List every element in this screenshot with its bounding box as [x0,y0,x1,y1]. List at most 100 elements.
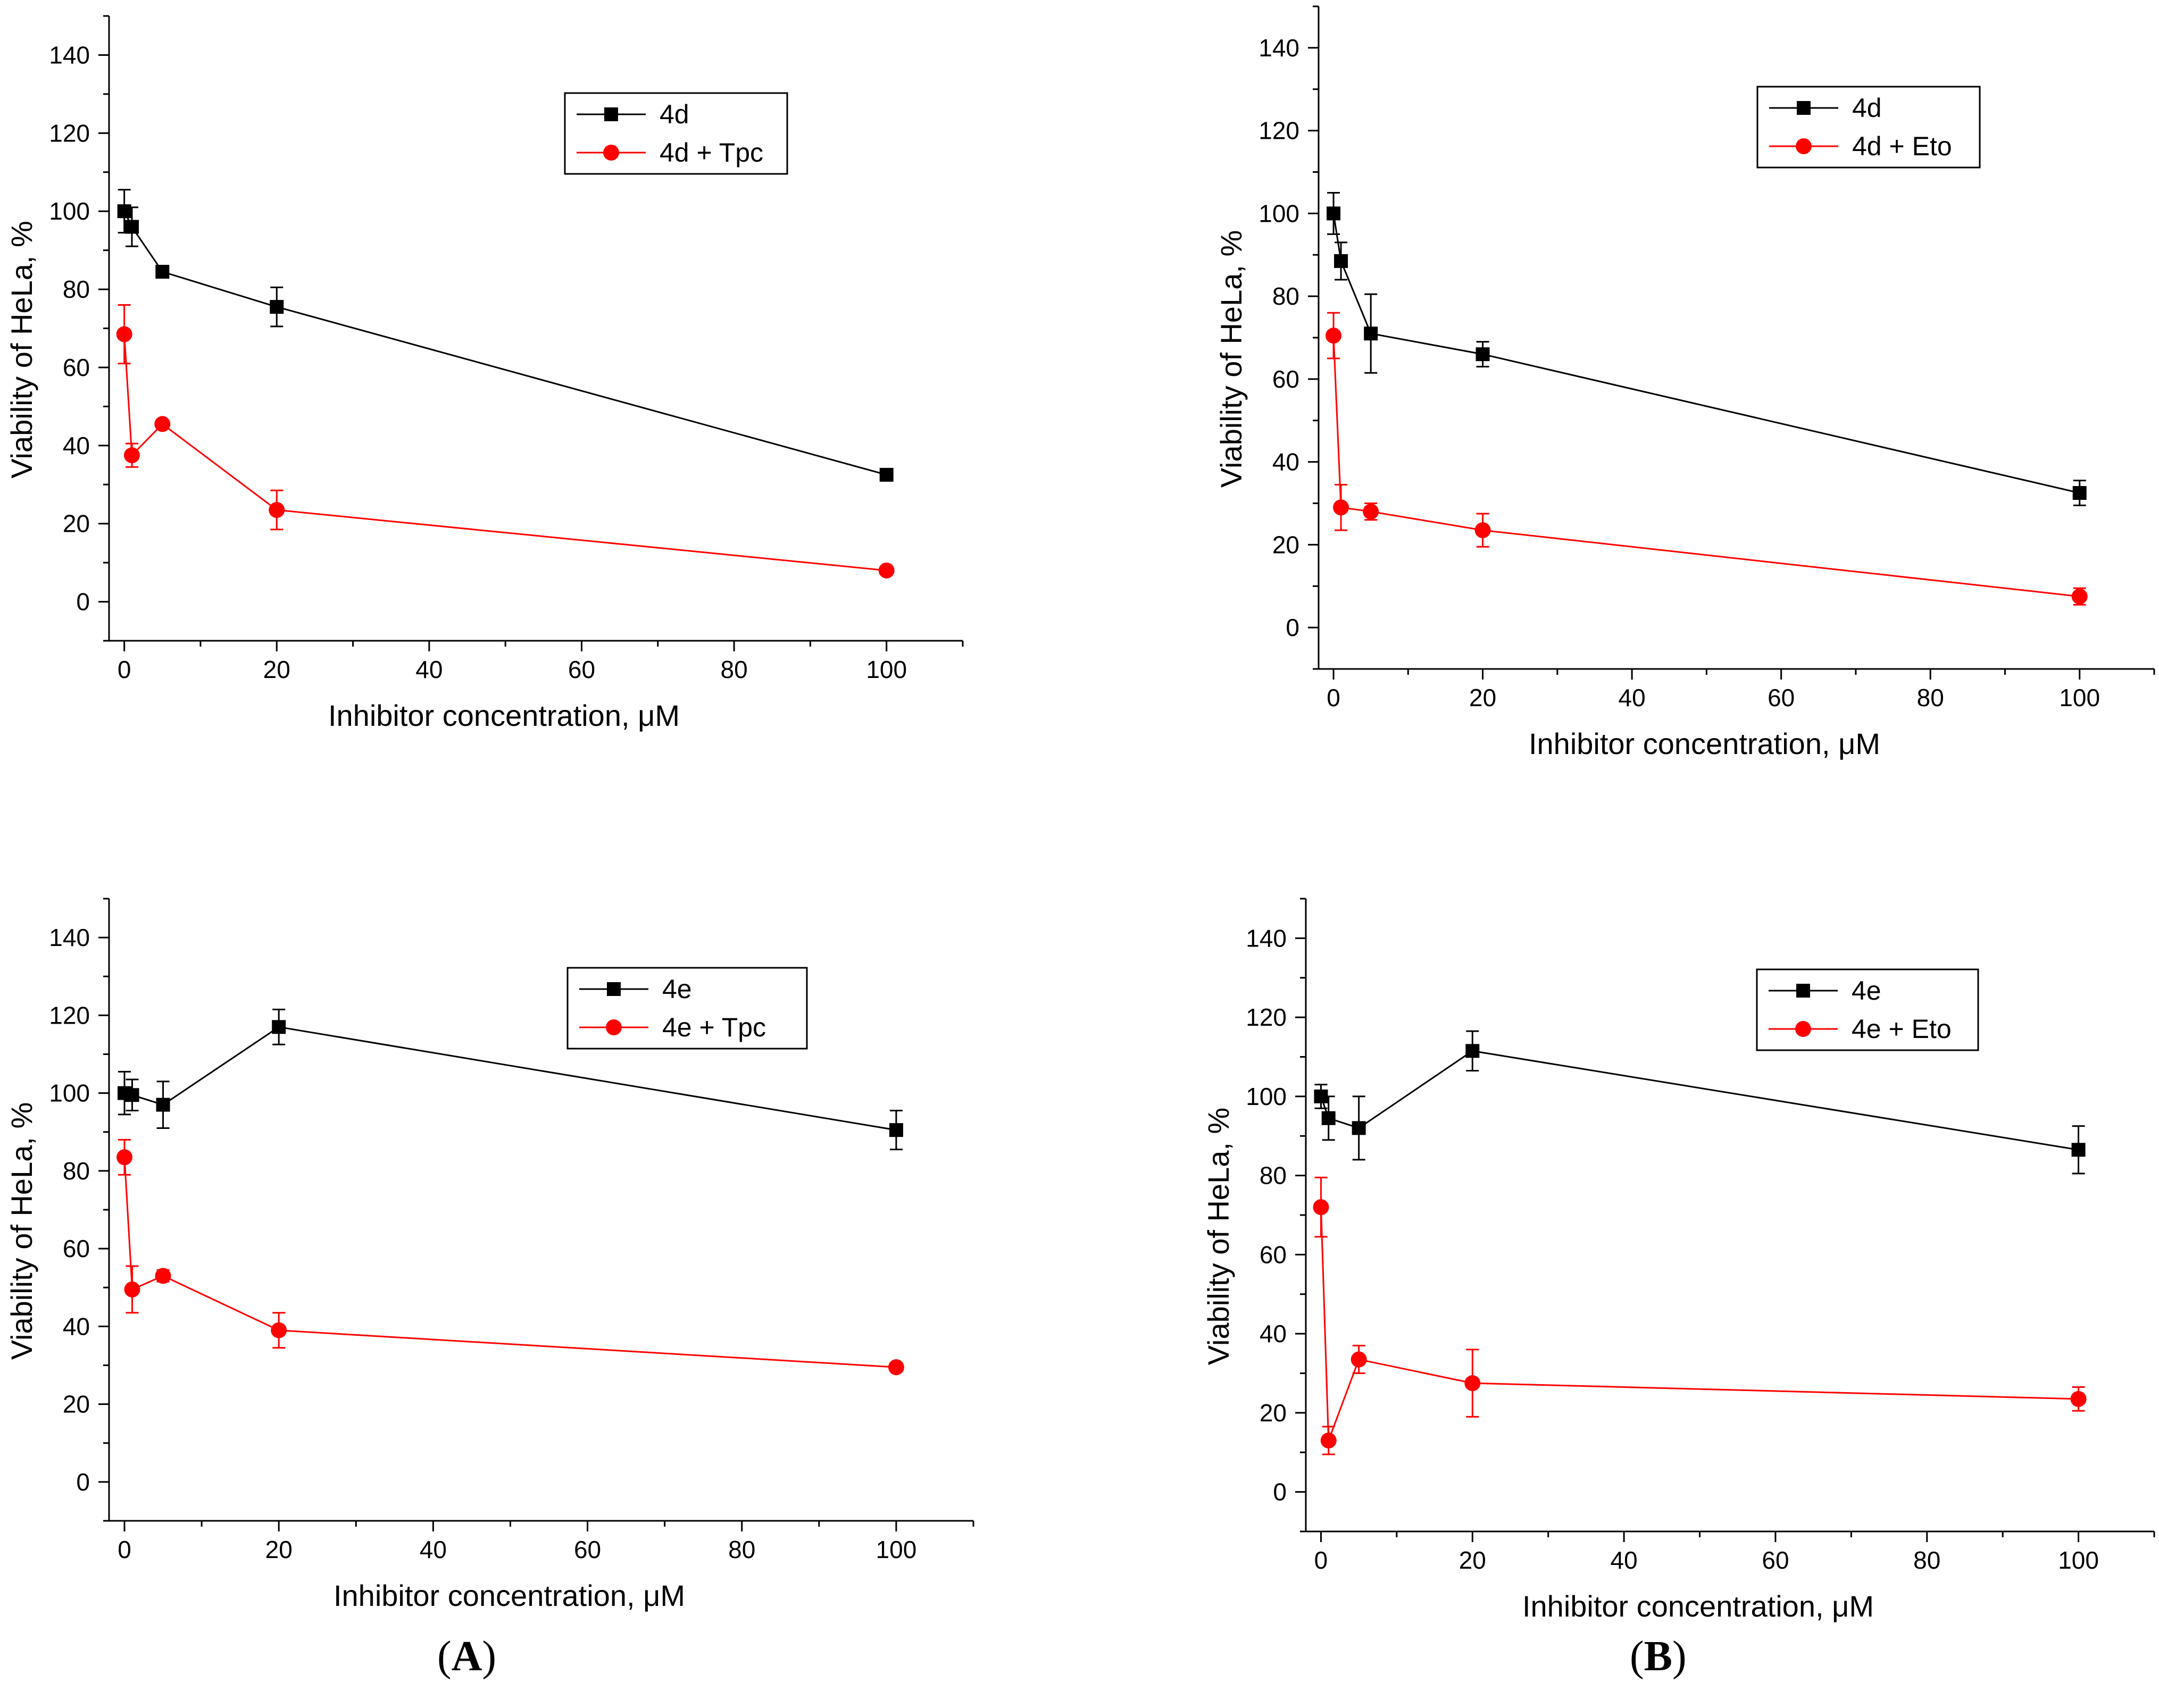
panel-label-a: (A) [437,1633,497,1680]
series-1 [1327,191,2087,506]
series-2 [116,1138,904,1376]
y-tick-label: 100 [1246,1083,1287,1110]
data-point-circle [1351,1351,1367,1368]
series-line [123,1157,897,1368]
data-point-circle [2070,1391,2087,1407]
y-tick-label: 20 [1260,1399,1287,1427]
legend-label: 4e + Tpc [662,1012,766,1042]
y-tick-label: 140 [1258,34,1299,62]
data-point-circle [116,1149,133,1166]
y-tick-label: 80 [1260,1162,1287,1190]
y-axis-label: Viability of HeLa, % [1202,1108,1235,1366]
y-tick-label: 120 [49,1001,90,1029]
legend-marker-square [607,982,621,996]
x-tick-label: 0 [118,1536,131,1563]
legend-marker-square [1797,101,1811,115]
x-tick-label: 100 [2059,684,2100,711]
series-1 [117,189,894,482]
data-point-circle [1326,328,1342,344]
legend: 4e 4e + Eto [1756,968,1979,1051]
series-2 [1326,312,2088,606]
x-axis-label: Inhibitor concentration, μM [1529,727,1880,760]
data-point-square [124,220,139,234]
y-tick-label: 100 [49,197,90,225]
series-2 [1313,1176,2087,1455]
y-tick-label: 120 [49,119,90,147]
data-point-square [270,300,284,314]
x-tick-label: 20 [263,656,290,683]
x-tick-label: 0 [118,656,131,683]
chart-3: 0 20 40 60 80 100 120 140 0 20 40 60 80 100 Inhibitor … [5,898,974,1612]
data-point-circle [116,326,132,342]
y-tick-label: 140 [49,924,90,951]
legend: 4e 4e + Tpc [566,967,808,1050]
legend: 4d 4d + Eto [1756,86,1981,169]
data-point-circle [1333,499,1349,516]
y-tick-label: 60 [1260,1241,1287,1268]
series-line [1320,1207,2079,1441]
y-tick-label: 140 [49,41,90,69]
legend-marker-circle [1796,138,1812,154]
data-point-circle [1474,522,1491,539]
data-point-square [272,1020,286,1034]
data-point-square [1364,326,1378,341]
y-tick-label: 40 [1260,1320,1287,1347]
data-point-circle [888,1359,904,1376]
x-tick-label: 20 [1469,684,1496,711]
legend-label: 4d [660,99,689,129]
y-tick-label: 80 [1272,282,1299,310]
data-point-square [1327,206,1341,221]
legend-box [566,967,808,1050]
x-tick-label: 80 [1913,1546,1940,1574]
y-tick-label: 140 [1246,924,1287,952]
y-tick-label: 0 [1273,1478,1287,1506]
y-tick-label: 60 [63,1235,90,1262]
x-tick-label: 20 [1459,1546,1486,1574]
data-point-circle [155,1268,171,1284]
x-tick-label: 40 [1619,684,1646,711]
legend-label: 4d [1852,93,1882,123]
chart-4: 0 20 40 60 80 100 120 140 0 20 40 60 80 100 Inhibitor … [1202,898,2155,1623]
data-point-circle [269,501,285,518]
y-tick-label: 40 [63,432,90,459]
y-axis-label: Viability of HeLa, % [5,1102,38,1360]
y-tick-label: 0 [76,588,90,616]
data-point-square [2071,1143,2086,1157]
series-line [1332,213,2080,494]
legend-label: 4e [662,974,692,1004]
data-point-circle [1320,1432,1337,1449]
x-axis-label: Inhibitor concentration, μM [328,699,680,732]
legend-box [564,92,788,175]
series-line [1320,1050,2079,1151]
x-axis-label: Inhibitor concentration, μM [334,1579,685,1612]
legend-marker-circle [603,145,619,161]
data-point-square [125,1088,139,1102]
data-point-circle [2071,588,2088,605]
y-axis-label: Viability of HeLa, % [5,221,38,479]
legend-marker-circle [1795,1021,1811,1037]
y-tick-label: 20 [1272,531,1299,558]
legend-marker-square [604,107,618,121]
series-1 [118,1008,903,1151]
y-tick-label: 80 [63,1157,90,1185]
y-tick-label: 20 [63,510,90,538]
data-point-circle [124,1281,140,1297]
y-tick-label: 100 [1258,199,1299,227]
x-tick-label: 100 [876,1536,917,1563]
legend-label: 4d + Tpc [660,138,763,168]
y-tick-label: 20 [63,1391,90,1418]
data-point-circle [271,1322,287,1338]
y-tick-label: 40 [63,1312,90,1340]
data-point-square [879,467,894,482]
x-tick-label: 0 [1314,1546,1328,1574]
y-tick-label: 60 [63,354,90,381]
data-point-square [155,265,170,279]
data-point-square [2072,486,2087,500]
x-tick-label: 40 [415,656,443,683]
legend: 4d 4d + Tpc [564,92,788,175]
legend-marker-circle [606,1019,622,1035]
x-tick-label: 60 [1768,684,1795,711]
y-tick-label: 0 [76,1468,90,1496]
x-tick-label: 0 [1327,684,1340,711]
